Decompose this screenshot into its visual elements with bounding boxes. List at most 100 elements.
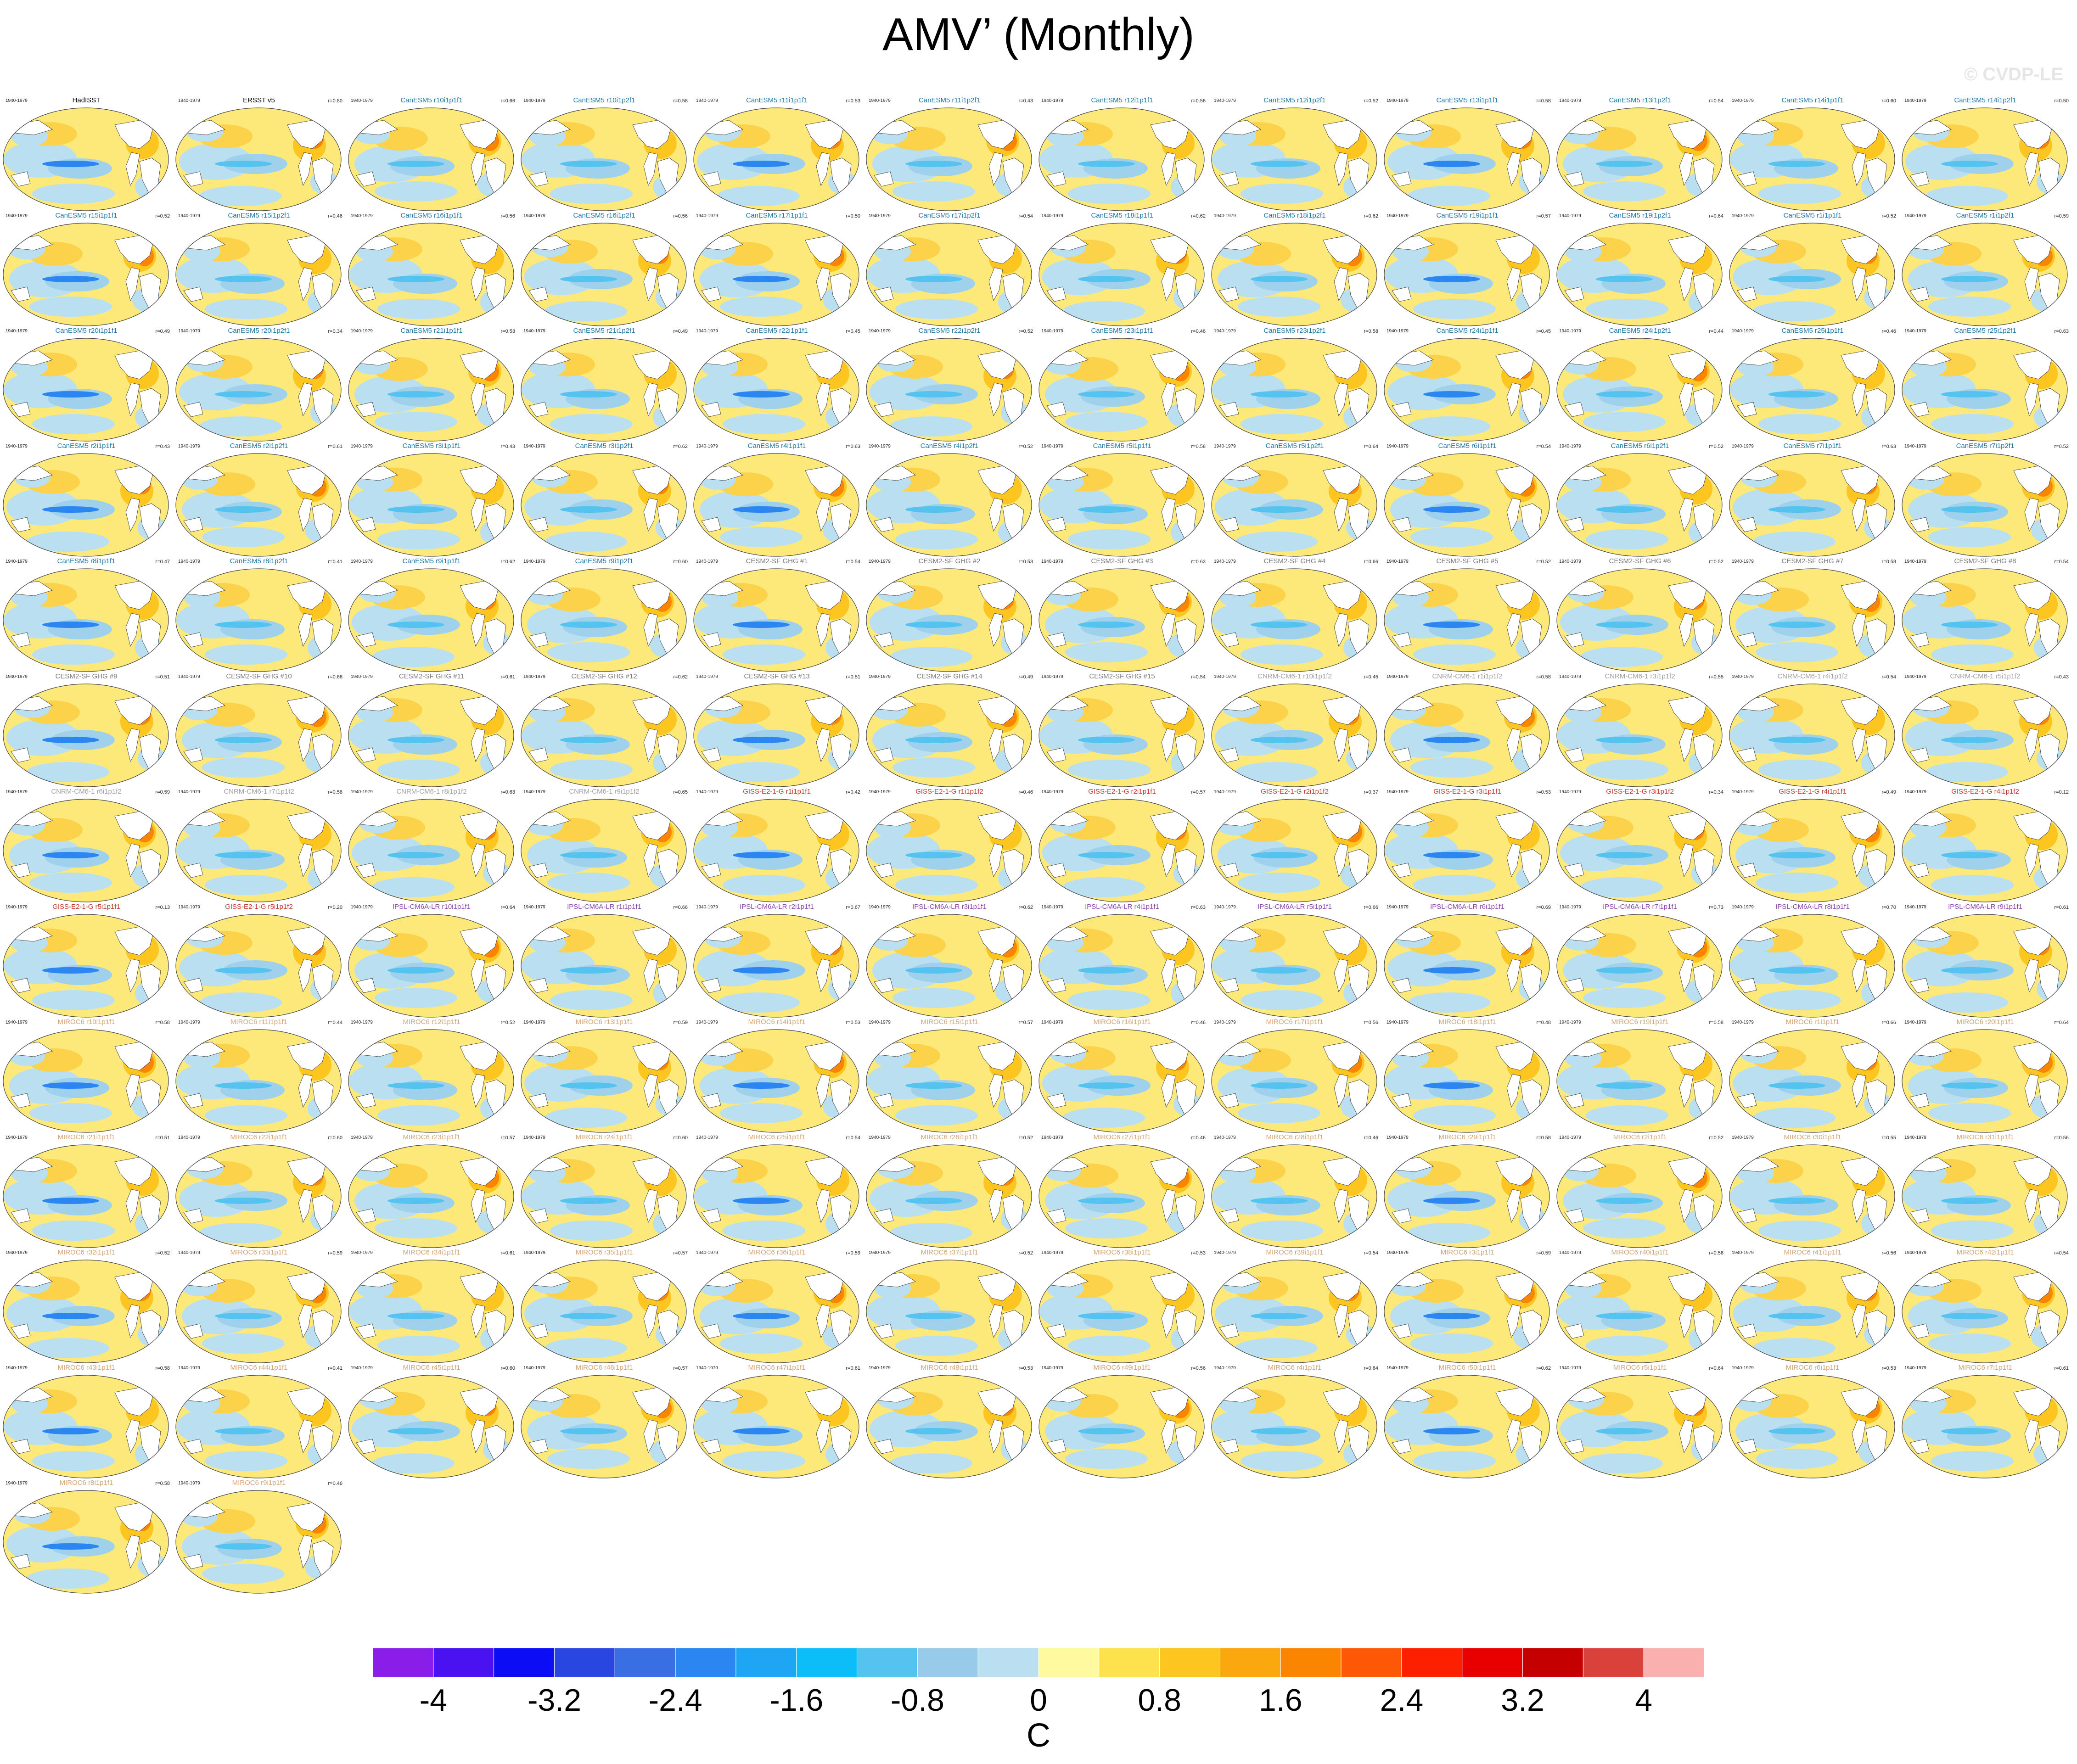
panel-period: 1940-1979 xyxy=(351,674,373,679)
map-panel: 1940-1979 CESM2-SF GHG #6 r=0.52 xyxy=(1554,557,1726,672)
panel-pattern-correlation: r=0.54 xyxy=(846,559,861,565)
panel-pattern-correlation: r=0.54 xyxy=(2054,559,2069,565)
map-panel: 1940-1979 MIROC6 r49i1p1f1 r=0.56 xyxy=(1036,1364,1208,1478)
panel-title: MIROC6 r46i1p1f1 xyxy=(575,1364,633,1372)
panel-title: CESM2-SF GHG #2 xyxy=(918,557,981,565)
panel-period: 1940-1979 xyxy=(1904,213,1926,218)
panel-pattern-correlation: r=0.48 xyxy=(1536,1020,1551,1025)
panel-period: 1940-1979 xyxy=(1214,329,1236,334)
sst-anomaly-map xyxy=(693,1144,859,1248)
sst-anomaly-map xyxy=(1211,1029,1377,1133)
panel-pattern-correlation: r=0.70 xyxy=(1881,905,1897,910)
colorbar-tick-label: 4 xyxy=(1635,1683,1653,1718)
panel-period: 1940-1979 xyxy=(523,1135,545,1140)
panel-title: CanESM5 r3i1p1f1 xyxy=(402,442,461,450)
panel-pattern-correlation: r=0.43 xyxy=(2054,674,2069,680)
panel-pattern-correlation: r=0.53 xyxy=(500,329,516,334)
panel-grid: 1940-1979 HadISST 1940-1979 ERSST v5 r=0.80 1… xyxy=(3,96,2071,1594)
panel-title: CESM2-SF GHG #12 xyxy=(571,672,637,680)
panel-title: MIROC6 r1i1p1f1 xyxy=(1785,1018,1840,1026)
panel-title: MIROC6 r48i1p1f1 xyxy=(921,1364,978,1372)
panel-title: IPSL-CM6A-LR r8i1p1f1 xyxy=(1775,903,1850,911)
panel-pattern-correlation: r=0.46 xyxy=(328,213,343,219)
panel-title: GISS-E2-1-G r5i1p1f2 xyxy=(225,903,293,911)
panel-title: MIROC6 r47i1p1f1 xyxy=(748,1364,806,1372)
panel-title: MIROC6 r45i1p1f1 xyxy=(403,1364,460,1372)
map-panel: 1940-1979 CanESM5 r10i1p2f1 r=0.58 xyxy=(518,96,690,211)
map-panel: 1940-1979 MIROC6 r47i1p1f1 r=0.61 xyxy=(690,1364,863,1478)
panel-pattern-correlation: r=0.63 xyxy=(1191,905,1206,910)
panel-pattern-correlation: r=0.52 xyxy=(1018,329,1033,334)
map-panel: 1940-1979 MIROC6 r29i1p1f1 r=0.58 xyxy=(1381,1133,1554,1248)
panel-period: 1940-1979 xyxy=(351,1366,373,1371)
panel-pattern-correlation: r=0.53 xyxy=(846,98,861,104)
panel-title: IPSL-CM6A-LR r9i1p1f1 xyxy=(1948,903,2022,911)
panel-title: MIROC6 r44i1p1f1 xyxy=(230,1364,288,1372)
panel-title: MIROC6 r34i1p1f1 xyxy=(403,1249,460,1256)
panel-period: 1940-1979 xyxy=(523,559,545,564)
colorbar-swatch xyxy=(373,1648,434,1677)
sst-anomaly-map xyxy=(1902,799,2068,902)
panel-period: 1940-1979 xyxy=(1559,444,1581,449)
map-panel: 1940-1979 CNRM-CM6-1 r5i1p1f2 r=0.43 xyxy=(1899,672,2071,787)
panel-pattern-correlation: r=0.13 xyxy=(155,905,170,910)
panel-pattern-correlation: r=0.53 xyxy=(1536,790,1551,795)
panel-period: 1940-1979 xyxy=(178,905,200,910)
sst-anomaly-map xyxy=(1729,1029,1895,1133)
map-panel: 1940-1979 MIROC6 r16i1p1f1 r=0.46 xyxy=(1036,1018,1208,1133)
panel-pattern-correlation: r=0.43 xyxy=(1018,98,1033,104)
colorbar-tick-label: 2.4 xyxy=(1380,1683,1424,1718)
sst-anomaly-map xyxy=(521,453,687,557)
sst-anomaly-map xyxy=(348,1375,514,1478)
panel-period: 1940-1979 xyxy=(1559,1366,1581,1371)
map-panel: 1940-1979 CanESM5 r21i1p2f1 r=0.49 xyxy=(518,327,690,442)
panel-title: CNRM-CM6-1 r10i1p1f2 xyxy=(1257,672,1332,680)
panel-period: 1940-1979 xyxy=(1041,213,1063,218)
panel-pattern-correlation: r=0.56 xyxy=(2054,1135,2069,1141)
map-panel: 1940-1979 MIROC6 r19i1p1f1 r=0.58 xyxy=(1554,1018,1726,1133)
panel-title: MIROC6 r20i1p1f1 xyxy=(1956,1018,2014,1026)
map-panel: 1940-1979 CESM2-SF GHG #12 r=0.62 xyxy=(518,672,690,787)
panel-title: CNRM-CM6-1 r7i1p1f2 xyxy=(224,788,294,795)
panel-period: 1940-1979 xyxy=(869,674,891,679)
colorbar-swatch xyxy=(1038,1648,1100,1677)
map-panel: 1940-1979 CanESM5 r7i1p1f1 r=0.63 xyxy=(1726,442,1899,557)
panel-title: CanESM5 r7i1p2f1 xyxy=(1956,442,2015,450)
panel-period: 1940-1979 xyxy=(178,1020,200,1025)
panel-title: CanESM5 r24i1p1f1 xyxy=(1436,327,1499,335)
sst-anomaly-map xyxy=(693,799,859,902)
sst-anomaly-map xyxy=(348,1144,514,1248)
sst-anomaly-map xyxy=(866,1029,1032,1133)
panel-title: CanESM5 r11i1p1f1 xyxy=(746,96,808,104)
map-panel: 1940-1979 MIROC6 r36i1p1f1 r=0.59 xyxy=(690,1249,863,1363)
sst-anomaly-map xyxy=(1038,1260,1205,1363)
panel-pattern-correlation: r=0.59 xyxy=(1536,1250,1551,1256)
map-panel: 1940-1979 CanESM5 r23i1p2f1 r=0.58 xyxy=(1208,327,1381,442)
panel-title: MIROC6 r7i1p1f1 xyxy=(1958,1364,2012,1372)
panel-pattern-correlation: r=0.66 xyxy=(1364,559,1379,565)
panel-title: CESM2-SF GHG #11 xyxy=(399,672,465,680)
panel-period: 1940-1979 xyxy=(1559,559,1581,564)
panel-pattern-correlation: r=0.63 xyxy=(1191,559,1206,565)
panel-pattern-correlation: r=0.52 xyxy=(155,213,170,219)
sst-anomaly-map xyxy=(1038,1029,1205,1133)
map-panel: 1940-1979 MIROC6 r14i1p1f1 r=0.53 xyxy=(690,1018,863,1133)
panel-title: CESM2-SF GHG #3 xyxy=(1091,557,1153,565)
panel-period: 1940-1979 xyxy=(869,1366,891,1371)
panel-pattern-correlation: r=0.62 xyxy=(500,559,516,565)
sst-anomaly-map xyxy=(1729,1260,1895,1363)
sst-anomaly-map xyxy=(521,914,687,1018)
panel-pattern-correlation: r=0.58 xyxy=(1709,1020,1724,1025)
map-panel: 1940-1979 MIROC6 r33i1p1f1 r=0.59 xyxy=(173,1249,345,1363)
panel-period: 1940-1979 xyxy=(1214,1250,1236,1255)
map-panel: 1940-1979 CanESM5 r18i1p1f1 r=0.62 xyxy=(1036,212,1208,326)
sst-anomaly-map xyxy=(693,1260,859,1363)
map-panel: 1940-1979 MIROC6 r25i1p1f1 r=0.54 xyxy=(690,1133,863,1248)
panel-pattern-correlation: r=0.52 xyxy=(1536,559,1551,565)
sst-anomaly-map xyxy=(1729,914,1895,1018)
panel-period: 1940-1979 xyxy=(1214,790,1236,795)
panel-period: 1940-1979 xyxy=(1559,329,1581,334)
panel-title: CanESM5 r19i1p1f1 xyxy=(1436,212,1499,219)
panel-pattern-correlation: r=0.50 xyxy=(846,213,861,219)
panel-pattern-correlation: r=0.58 xyxy=(1536,98,1551,104)
